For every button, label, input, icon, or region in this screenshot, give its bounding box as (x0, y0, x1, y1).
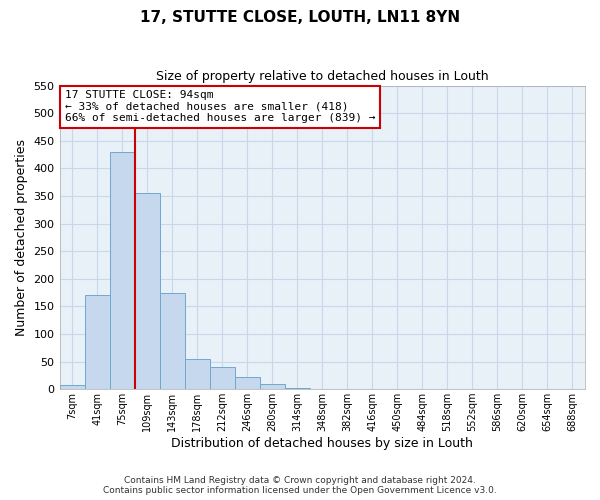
Bar (85, 296, 110, 389)
Text: 17 STUTTE CLOSE: 94sqm
← 33% of detached houses are smaller (418)
66% of semi-de: 17 STUTTE CLOSE: 94sqm ← 33% of detached… (65, 90, 375, 124)
Bar (209, 367, 235, 389)
Bar (110, 152, 134, 389)
Bar (235, 377, 260, 389)
Text: Contains HM Land Registry data © Crown copyright and database right 2024.
Contai: Contains HM Land Registry data © Crown c… (103, 476, 497, 495)
Bar (485, 388, 510, 389)
Text: 17, STUTTE CLOSE, LOUTH, LN11 8YN: 17, STUTTE CLOSE, LOUTH, LN11 8YN (140, 10, 460, 25)
Bar (185, 359, 209, 389)
Title: Size of property relative to detached houses in Louth: Size of property relative to detached ho… (156, 70, 488, 83)
Bar (59, 385, 85, 389)
Bar (560, 388, 585, 389)
X-axis label: Distribution of detached houses by size in Louth: Distribution of detached houses by size … (172, 437, 473, 450)
Bar (160, 292, 185, 389)
Y-axis label: Number of detached properties: Number of detached properties (15, 139, 28, 336)
Bar (260, 384, 285, 389)
Bar (134, 193, 160, 389)
Bar (285, 388, 310, 389)
